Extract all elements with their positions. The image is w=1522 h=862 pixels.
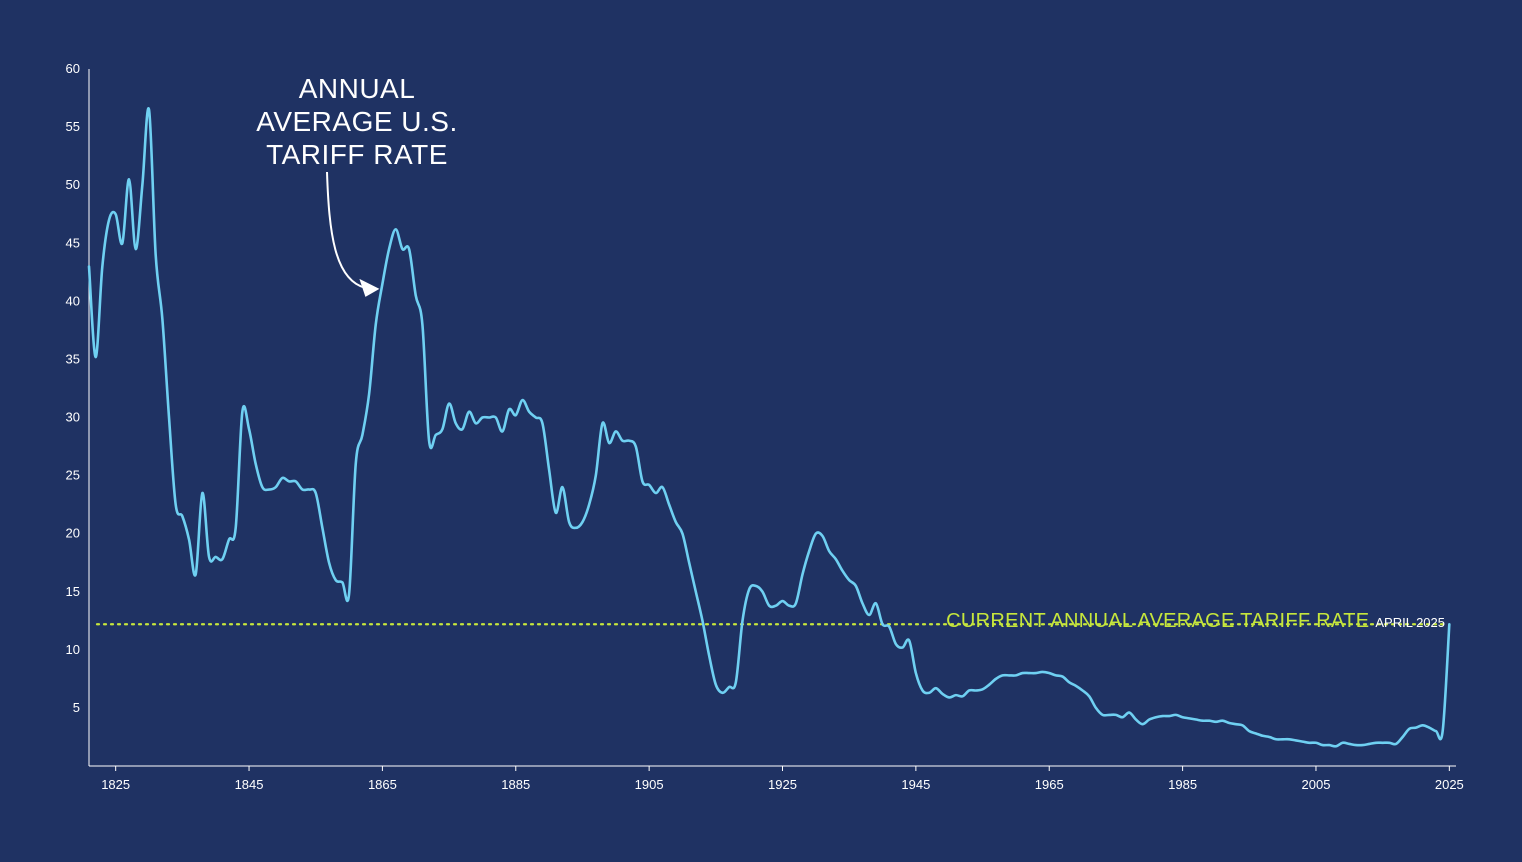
annotation-arrow (326, 171, 366, 289)
x-tick-label: 1845 (235, 777, 264, 792)
annotation-arrowhead (359, 278, 380, 297)
annotation-line-1: ANNUAL (299, 73, 416, 104)
y-tick-label: 30 (66, 410, 80, 425)
reference-label-group: CURRENT ANNUAL AVERAGE TARIFF RATE APRIL … (946, 610, 1445, 632)
annotation-line-2: AVERAGE U.S. (256, 106, 458, 137)
x-tick-label: 1825 (101, 777, 130, 792)
x-tick-label: 1885 (501, 777, 530, 792)
y-tick-label: 60 (66, 61, 80, 76)
annotation-line-3: TARIFF RATE (266, 139, 448, 170)
y-tick-label: 55 (66, 119, 80, 134)
x-tick-label: 1865 (368, 777, 397, 792)
x-tick-label: 1985 (1168, 777, 1197, 792)
x-tick-label: 2025 (1435, 777, 1464, 792)
y-tick-label: 20 (66, 526, 80, 541)
y-tick-label: 10 (66, 642, 80, 657)
y-tick-label: 5 (73, 700, 80, 715)
y-tick-label: 35 (66, 351, 80, 366)
reference-sublabel: APRIL 2025 (1375, 615, 1445, 630)
y-tick-label: 50 (66, 177, 80, 192)
x-tick-label: 1925 (768, 777, 797, 792)
y-tick-label: 45 (66, 235, 80, 250)
y-tick-label: 15 (66, 584, 80, 599)
reference-label: CURRENT ANNUAL AVERAGE TARIFF RATE (946, 610, 1369, 632)
y-tick-label: 25 (66, 468, 80, 483)
x-tick-label: 2005 (1302, 777, 1331, 792)
x-tick-label: 1945 (901, 777, 930, 792)
x-tick-label: 1965 (1035, 777, 1064, 792)
annotation-group: ANNUAL AVERAGE U.S. TARIFF RATE (256, 73, 458, 297)
y-tick-label: 40 (66, 293, 80, 308)
x-tick-label: 1905 (635, 777, 664, 792)
series-line (87, 107, 1451, 748)
series-group (87, 107, 1451, 748)
reference-label-text: CURRENT ANNUAL AVERAGE TARIFF RATE APRIL … (946, 610, 1445, 632)
